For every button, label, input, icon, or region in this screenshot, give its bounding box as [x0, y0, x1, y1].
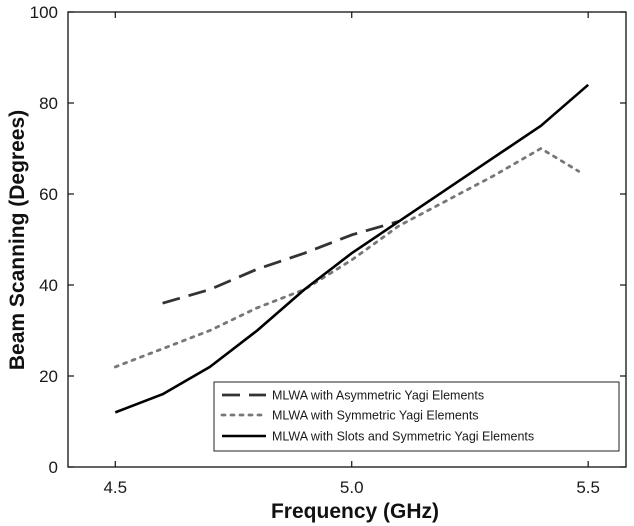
series-line-dotted	[113, 147, 581, 369]
y-tick-label: 20	[39, 367, 58, 386]
x-tick-label: 5.0	[340, 478, 364, 497]
legend-label: MLWA with Slots and Symmetric Yagi Eleme…	[272, 430, 534, 444]
legend-label: MLWA with Symmetric Yagi Elements	[272, 409, 479, 423]
legend: MLWA with Asymmetric Yagi Elements MLWA w…	[213, 381, 620, 452]
y-tick-label: 40	[39, 276, 58, 295]
y-tick-label: 60	[39, 185, 58, 204]
plot-frame	[67, 11, 627, 468]
legend-box	[213, 381, 620, 452]
series-line-dashed	[162, 219, 400, 305]
x-tick-label: 5.5	[576, 478, 600, 497]
series-layer	[113, 83, 590, 414]
x-tick-label: 4.5	[103, 478, 127, 497]
y-axis: 0 20 40 60 80 100	[30, 3, 626, 477]
y-tick-label: 0	[49, 458, 58, 477]
plot-area-border	[67, 11, 627, 468]
y-tick-label: 80	[39, 94, 58, 113]
legend-label: MLWA with Asymmetric Yagi Elements	[272, 389, 484, 403]
y-axis-title: Beam Scanning (Degrees)	[6, 110, 29, 370]
x-axis: 4.5 5.0 5.5	[103, 12, 600, 497]
x-axis-title: Frequency (GHz)	[271, 500, 439, 523]
series-line-solid	[114, 83, 590, 414]
y-tick-label: 100	[30, 3, 58, 22]
